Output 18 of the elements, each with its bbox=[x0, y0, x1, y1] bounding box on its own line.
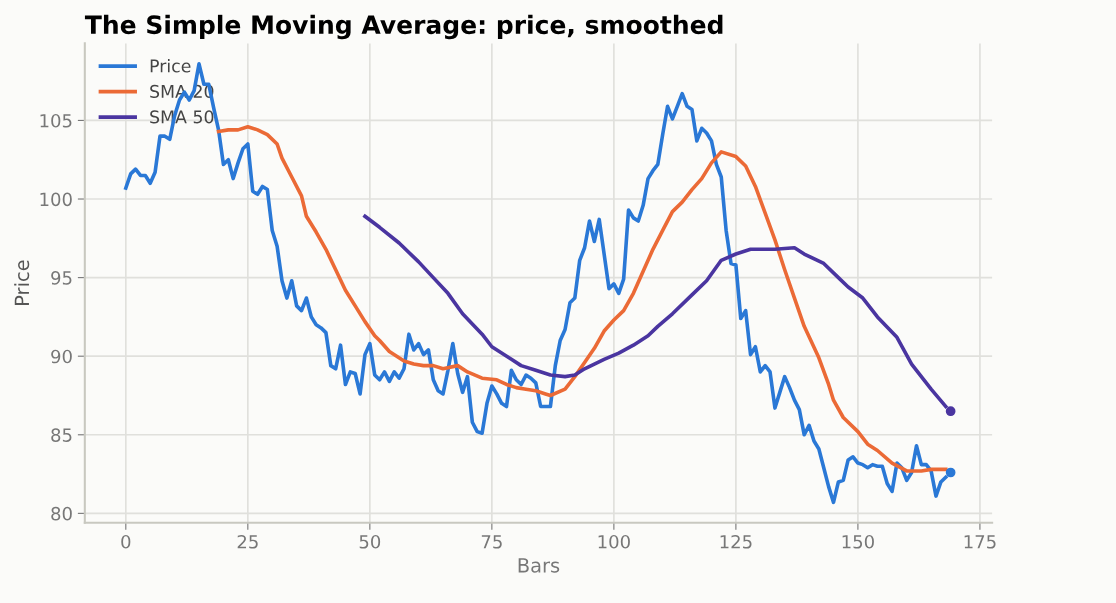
y-tick-label: 80 bbox=[51, 506, 72, 521]
x-tick-label: 50 bbox=[359, 534, 381, 549]
y-tick-label: 95 bbox=[51, 271, 72, 285]
x-axis-title: Bars bbox=[518, 558, 560, 573]
x-tick-label: 0 bbox=[121, 534, 131, 549]
y-tick-label: 85 bbox=[51, 428, 72, 442]
x-tick-label: 175 bbox=[964, 535, 996, 549]
y-tick-label: 90 bbox=[51, 349, 72, 364]
y-axis-title: Price bbox=[14, 260, 30, 305]
x-tick-label: 125 bbox=[720, 534, 752, 549]
legend-label: Price bbox=[150, 59, 191, 73]
x-tick-label: 25 bbox=[237, 534, 258, 549]
x-tick-label: 100 bbox=[598, 534, 630, 549]
chart-title: The Simple Moving Average: price, smoothed bbox=[84, 14, 723, 40]
y-tick-label: 105 bbox=[40, 113, 72, 128]
x-tick-label: 150 bbox=[842, 534, 874, 549]
y-tick-label: 100 bbox=[40, 192, 72, 207]
x-tick-label: 75 bbox=[481, 535, 502, 549]
